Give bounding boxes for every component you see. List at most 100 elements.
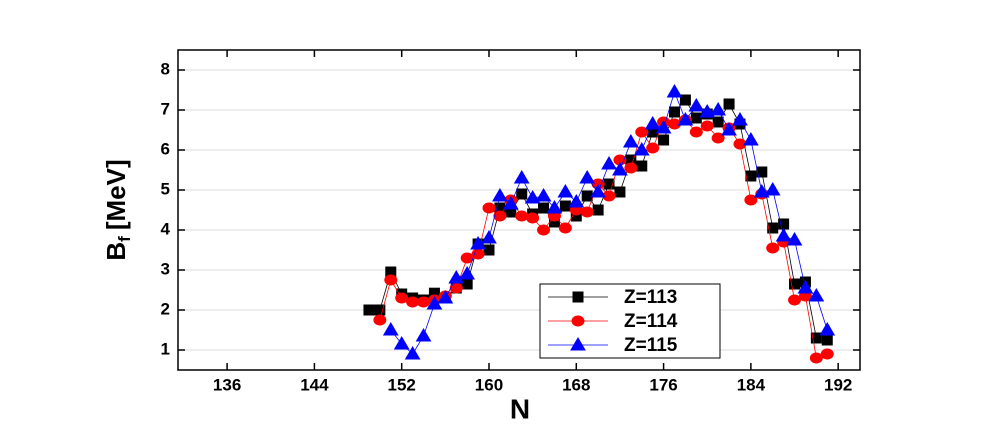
marker (723, 98, 735, 110)
marker (395, 292, 409, 304)
y-tick-label: 2 (161, 299, 170, 318)
y-label-sub: f (115, 236, 134, 242)
x-tick-label: 184 (737, 375, 766, 394)
marker (537, 224, 551, 236)
marker (624, 162, 638, 174)
x-tick-label: 192 (824, 375, 852, 394)
marker (668, 106, 680, 118)
marker (819, 322, 836, 336)
x-tick-label: 152 (388, 375, 416, 394)
marker (384, 274, 398, 286)
marker (744, 194, 758, 206)
marker (712, 116, 724, 128)
marker (745, 170, 757, 182)
marker (559, 200, 571, 212)
legend-label: Z=114 (624, 311, 678, 332)
marker (633, 142, 650, 156)
marker (580, 206, 594, 218)
marker (461, 278, 473, 290)
y-tick-label: 4 (161, 219, 171, 238)
marker (635, 126, 649, 138)
marker (614, 186, 626, 198)
marker (558, 222, 572, 234)
marker (810, 332, 822, 344)
marker (415, 328, 432, 342)
marker (526, 212, 540, 224)
marker (689, 126, 703, 138)
marker (679, 94, 691, 106)
x-tick-label: 144 (300, 375, 329, 394)
marker (710, 102, 727, 116)
y-axis-label: Bf [MeV] (101, 159, 135, 260)
marker (820, 348, 834, 360)
x-tick-label: 160 (475, 375, 503, 394)
marker (363, 304, 375, 316)
marker (690, 112, 702, 124)
marker (601, 156, 617, 170)
marker (571, 315, 585, 327)
marker (502, 196, 519, 210)
marker (382, 322, 399, 336)
marker (666, 84, 683, 98)
x-tick-label: 176 (649, 375, 677, 394)
y-label-unit: [MeV] (101, 159, 131, 230)
marker (592, 204, 604, 216)
x-tick-label: 136 (213, 375, 241, 394)
marker (677, 112, 694, 126)
marker (404, 346, 421, 360)
marker (612, 162, 628, 176)
x-tick-label: 168 (562, 375, 590, 394)
marker (568, 194, 585, 208)
marker (546, 200, 563, 214)
legend-label: Z=113 (624, 287, 677, 308)
marker (373, 314, 387, 326)
marker (581, 190, 593, 202)
marker (767, 222, 779, 234)
marker (437, 290, 454, 304)
marker (493, 210, 507, 222)
marker (471, 248, 485, 260)
marker (417, 296, 431, 308)
marker (579, 170, 596, 184)
marker (756, 166, 768, 178)
legend-label: Z=115 (624, 335, 678, 356)
marker (482, 202, 496, 214)
marker (590, 184, 606, 198)
marker (700, 120, 714, 132)
y-label-main: B (101, 242, 131, 261)
marker (789, 278, 801, 290)
marker (622, 134, 639, 148)
marker (808, 288, 825, 302)
y-tick-label: 5 (161, 179, 170, 198)
marker (538, 202, 550, 214)
marker (636, 160, 648, 172)
marker (644, 116, 661, 130)
marker (809, 352, 823, 364)
marker (513, 170, 530, 184)
marker (721, 122, 737, 136)
marker (492, 188, 508, 202)
marker (775, 228, 792, 242)
marker (788, 294, 802, 306)
y-tick-label: 6 (161, 139, 170, 158)
marker (557, 184, 574, 198)
marker (821, 334, 833, 346)
marker (449, 282, 463, 294)
marker (516, 188, 528, 200)
marker (481, 230, 497, 244)
marker (711, 132, 725, 144)
x-axis-label: N (510, 393, 530, 424)
marker (515, 210, 529, 222)
marker (655, 120, 672, 134)
marker (646, 142, 660, 154)
y-tick-label: 3 (161, 259, 170, 278)
marker (448, 270, 465, 284)
marker (743, 132, 759, 146)
marker (753, 184, 770, 198)
marker (406, 296, 420, 308)
marker (699, 104, 716, 118)
marker (393, 336, 410, 350)
marker (732, 112, 748, 126)
legend: Z=113 Z=114 Z=115 (539, 283, 721, 359)
marker (572, 291, 584, 303)
